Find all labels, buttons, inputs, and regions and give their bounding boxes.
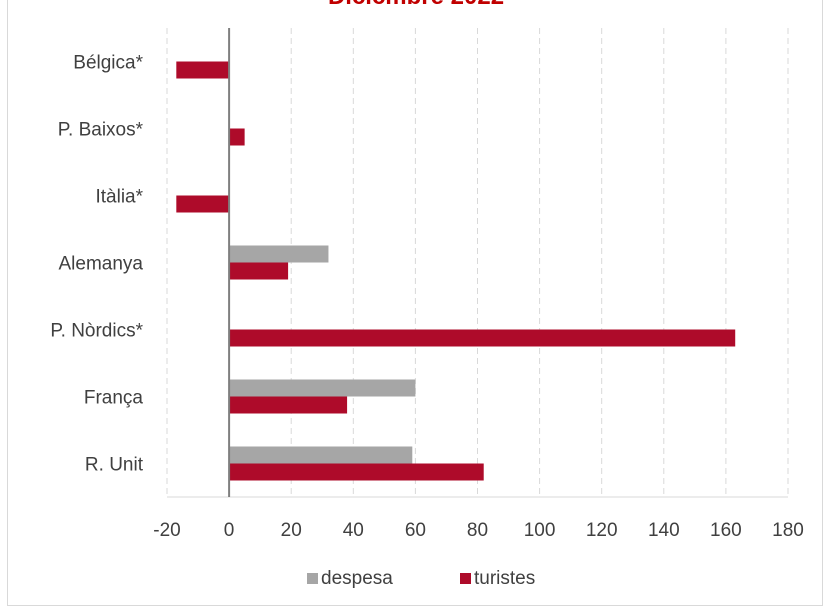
- bar-despesa: [229, 245, 329, 263]
- category-label: Itàlia*: [95, 187, 143, 208]
- tick-labels: -20 0 20 40 60 80 100 120 140 160 180: [153, 520, 804, 541]
- x-tick-label: 80: [467, 520, 488, 541]
- x-tick-label: 0: [224, 520, 235, 541]
- bar-despesa: [229, 379, 416, 397]
- category-label: P. Baixos*: [58, 120, 144, 141]
- x-tick-label: 180: [772, 520, 804, 541]
- x-tick-label: 160: [710, 520, 742, 541]
- category-label: França: [84, 388, 144, 409]
- x-tick-label: 100: [524, 520, 556, 541]
- legend-label-despesa: despesa: [321, 568, 393, 589]
- x-tick-label: 120: [586, 520, 618, 541]
- bar-turistes: [176, 195, 230, 213]
- legend-swatch-despesa: [307, 573, 318, 584]
- x-tick-label: 140: [648, 520, 680, 541]
- x-tick-label: 40: [343, 520, 364, 541]
- category-label: R. Unit: [85, 455, 144, 476]
- bar-turistes: [229, 128, 245, 146]
- legend-swatch-turistes: [460, 573, 471, 584]
- chart-frame: [7, 0, 823, 606]
- legend: despesa turistes: [307, 568, 535, 589]
- axes: [167, 28, 788, 498]
- x-tick-label: 20: [281, 520, 302, 541]
- bar-turistes: [229, 463, 484, 481]
- x-tick-label: 60: [405, 520, 426, 541]
- x-tick-label: -20: [153, 520, 180, 541]
- category-label: Bélgica*: [73, 53, 143, 74]
- category-labels: Bélgica* P. Baixos* Itàlia* Alemanya P. Nòrd…: [50, 53, 143, 476]
- bar-turistes: [229, 262, 289, 280]
- bar-despesa: [229, 446, 413, 464]
- bars: [176, 61, 736, 481]
- bar-turistes: [176, 61, 230, 79]
- bar-turistes: [229, 396, 348, 414]
- bar-turistes: [229, 329, 736, 347]
- category-label: Alemanya: [59, 254, 144, 275]
- category-label: P. Nòrdics*: [50, 321, 143, 342]
- legend-label-turistes: turistes: [474, 568, 535, 589]
- chart-title: Dicicmbre 2022: [0, 0, 832, 11]
